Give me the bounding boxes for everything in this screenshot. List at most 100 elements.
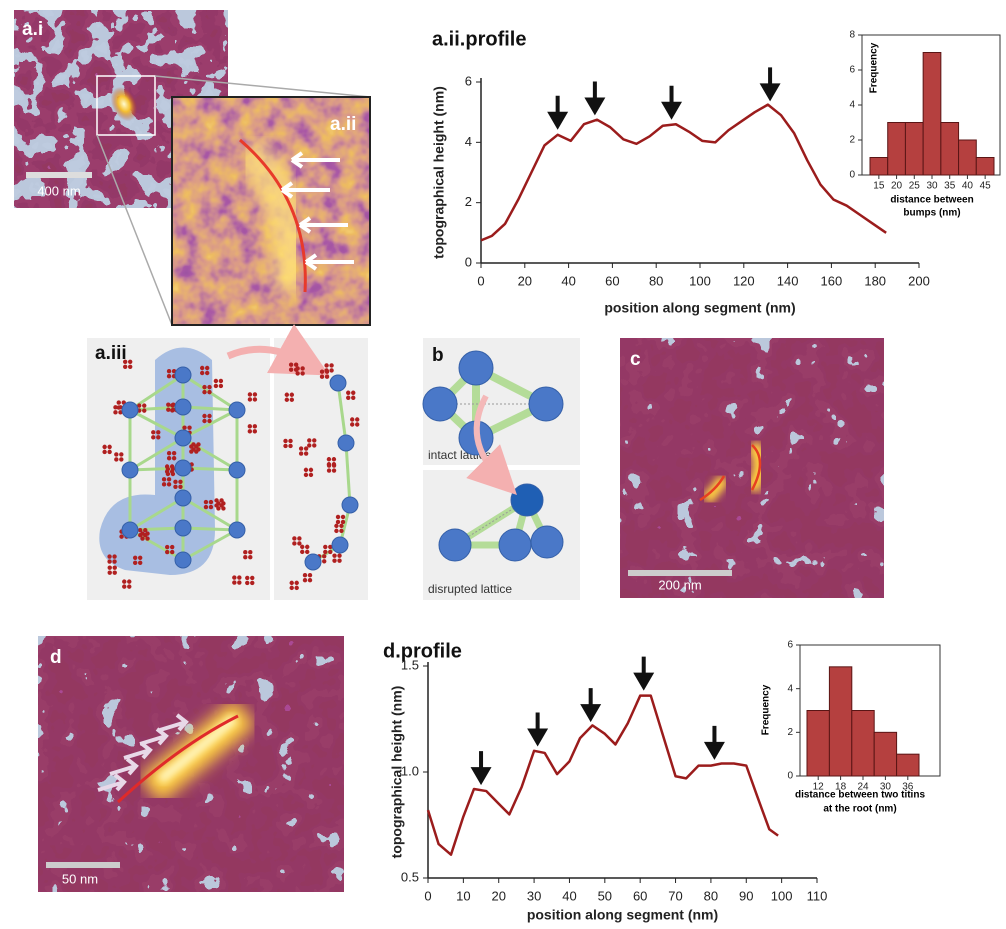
y-axis-label: Frequency: [761, 684, 772, 735]
protein-dot: [165, 545, 169, 549]
x-tick-label: 40: [561, 273, 575, 288]
protein-dot: [107, 559, 111, 563]
protein-dot: [114, 457, 118, 461]
protein-dot: [351, 396, 355, 400]
lattice-node: [175, 520, 191, 536]
protein-dot: [219, 503, 223, 507]
protein-dot: [170, 469, 174, 473]
panel-label: d: [50, 647, 62, 668]
protein-dot: [112, 554, 116, 558]
y-tick-label: 2: [787, 727, 793, 738]
y-tick-label: 4: [787, 683, 793, 694]
lattice-node: [175, 399, 191, 415]
protein-dot: [113, 570, 117, 574]
protein-dot: [102, 445, 106, 449]
scale-label: 200 nm: [658, 577, 701, 592]
scale-label: 400 nm: [37, 183, 80, 198]
lattice-node: [175, 552, 191, 568]
panel-a-ii: a.ii: [172, 97, 370, 325]
protein-dot: [112, 559, 116, 563]
protein-dot: [204, 505, 208, 509]
protein-dot: [299, 451, 303, 455]
chain-node: [338, 435, 354, 451]
chart-title: a.ii.profile: [432, 28, 526, 50]
protein-dot: [138, 528, 142, 532]
protein-dot: [325, 375, 329, 379]
x-axis-label: at the root (nm): [823, 804, 896, 815]
protein-dot: [128, 360, 132, 364]
protein-dot: [304, 446, 308, 450]
protein-dot: [232, 580, 236, 584]
protein-dot: [167, 456, 171, 460]
protein-dot: [327, 457, 331, 461]
protein-dot: [304, 468, 308, 472]
x-tick-label: 45: [980, 181, 992, 192]
protein-dot: [167, 369, 171, 373]
protein-dot: [122, 579, 126, 583]
hist-bar: [888, 123, 906, 176]
bump-arrow: [474, 751, 488, 781]
protein-dot: [289, 368, 293, 372]
protein-dot: [138, 561, 142, 565]
protein-dot: [191, 447, 195, 451]
protein-dot: [191, 442, 195, 446]
x-tick-label: 110: [807, 888, 828, 903]
bump-arrow: [707, 726, 721, 756]
protein-dot: [119, 457, 123, 461]
protein-dot: [119, 452, 123, 456]
protein-dot: [196, 442, 200, 446]
protein-dot: [323, 550, 327, 554]
lattice-node: [175, 490, 191, 506]
x-axis-label: distance between: [890, 195, 973, 206]
protein-dot: [165, 550, 169, 554]
protein-dot: [355, 417, 359, 421]
protein-dot: [324, 363, 328, 367]
protein-dot: [320, 375, 324, 379]
lattice-node: [423, 387, 457, 421]
protein-dot: [322, 559, 326, 563]
lattice-node: [229, 462, 245, 478]
protein-dot: [133, 556, 137, 560]
x-tick-label: 40: [562, 888, 576, 903]
lattice-node: [529, 387, 563, 421]
protein-dot: [178, 485, 182, 489]
protein-dot: [214, 503, 218, 507]
protein-dot: [309, 468, 313, 472]
protein-dot: [196, 447, 200, 451]
protein-dot: [355, 422, 359, 426]
x-axis-label: bumps (nm): [903, 208, 960, 219]
protein-dot: [329, 368, 333, 372]
protein-dot: [128, 365, 132, 369]
protein-dot: [162, 482, 166, 486]
lattice-node: [122, 402, 138, 418]
protein-dot: [299, 446, 303, 450]
chain-node: [332, 537, 348, 553]
x-tick-label: 140: [777, 273, 799, 288]
y-tick-label: 1.5: [401, 657, 419, 672]
protein-dot: [283, 439, 287, 443]
protein-dot: [325, 370, 329, 374]
protein-dot: [334, 529, 338, 533]
x-tick-label: 70: [668, 888, 682, 903]
protein-dot: [243, 555, 247, 559]
protein-dot: [336, 520, 340, 524]
y-tick-label: 6: [465, 73, 472, 88]
protein-dot: [102, 450, 106, 454]
protein-dot: [167, 482, 171, 486]
hist-bar: [870, 158, 888, 176]
protein-dot: [250, 581, 254, 585]
protein-dot: [303, 578, 307, 582]
lattice-node: [175, 460, 191, 476]
x-tick-label: 20: [518, 273, 532, 288]
figure: a.i 400 nm a.ii a.iii b intact lattice d…: [0, 0, 1006, 929]
protein-dot: [202, 414, 206, 418]
protein-dot: [122, 584, 126, 588]
chain-node: [342, 497, 358, 513]
protein-dot: [253, 429, 257, 433]
y-tick-label: 4: [849, 100, 855, 111]
chain-node: [330, 375, 346, 391]
protein-dot: [214, 498, 218, 502]
lattice-node: [531, 526, 563, 558]
y-axis-label: topographical height (nm): [431, 86, 447, 259]
protein-dot: [107, 445, 111, 449]
